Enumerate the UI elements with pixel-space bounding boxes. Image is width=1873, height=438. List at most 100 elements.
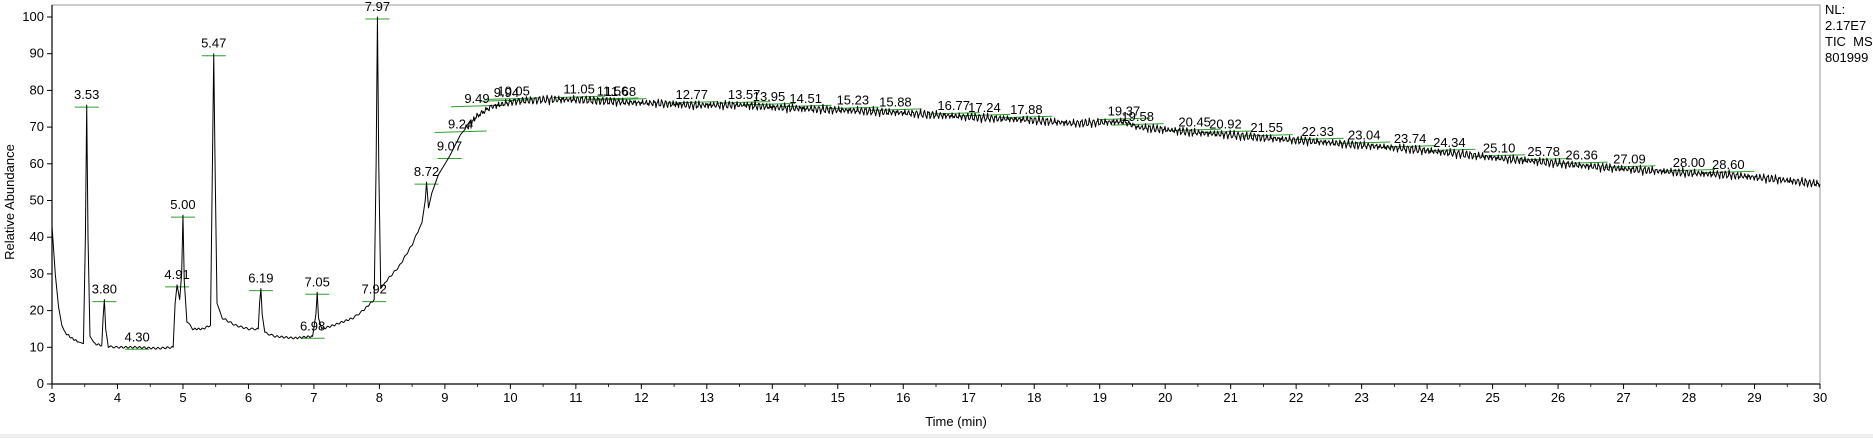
peak-label: 16.77: [937, 98, 970, 113]
peak-label: 11.68: [605, 84, 637, 99]
peak-label: 28.00: [1673, 155, 1706, 170]
peak-label: 5.00: [170, 197, 195, 212]
peak-label: 3.80: [92, 282, 117, 297]
peak-label: 9.24: [448, 116, 473, 131]
peak-label: 10.05: [497, 83, 530, 98]
x-tick-label: 25: [1485, 390, 1499, 405]
x-tick-label: 29: [1747, 390, 1761, 405]
x-tick-label: 27: [1616, 390, 1630, 405]
peak-label: 24.34: [1433, 135, 1466, 150]
x-tick-label: 15: [831, 390, 845, 405]
x-tick-label: 26: [1551, 390, 1565, 405]
peak-label: 17.24: [968, 100, 1001, 115]
x-tick-label: 18: [1027, 390, 1041, 405]
peak-label: 19.58: [1121, 109, 1154, 124]
peak-label: 11.05: [563, 82, 595, 97]
peak-label: 22.33: [1301, 124, 1334, 139]
x-tick-label: 10: [503, 390, 517, 405]
x-tick-label: 4: [114, 390, 121, 405]
peak-baseline: [1603, 165, 1656, 168]
peak-label: 15.23: [837, 93, 870, 108]
x-tick-label: 21: [1223, 390, 1237, 405]
bottom-strip: [0, 434, 1873, 438]
peak-label: 4.30: [124, 329, 149, 344]
peak-labels: 3.53 3.80 4.30 4.91 5.00 5.47 6.19 6.98 7.05 7.92…: [74, 0, 1745, 344]
y-tick-label: 70: [30, 119, 44, 134]
x-tick-label: 5: [179, 390, 186, 405]
peak-label: 15.88: [879, 94, 912, 109]
peak-label: 9.94: [494, 85, 519, 100]
x-tick-label: 13: [700, 390, 714, 405]
peak-label: 23.74: [1394, 131, 1427, 146]
peak-baseline: [1111, 123, 1164, 126]
peak-label: 20.92: [1209, 116, 1242, 131]
y-tick-label: 40: [30, 229, 44, 244]
y-tick-label: 10: [30, 339, 44, 354]
y-tick-label: 20: [30, 303, 44, 318]
peak-label: 19.37: [1108, 104, 1141, 119]
x-tick-label: 9: [441, 390, 448, 405]
peak-label: 11.56: [597, 83, 629, 98]
y-axis-title: Relative Abundance: [2, 144, 17, 260]
y-tick-label: 0: [37, 376, 44, 391]
peak-label: 6.98: [300, 318, 325, 333]
x-tick-label: 11: [569, 390, 583, 405]
peak-label: 13.57: [728, 87, 761, 102]
x-tick-label: 24: [1420, 390, 1434, 405]
peak-label: 6.19: [248, 271, 273, 286]
peak-label: 14.51: [789, 91, 822, 106]
peak-label: 5.47: [201, 36, 226, 51]
peak-label: 13.95: [753, 89, 786, 104]
x-tick-label: 7: [310, 390, 317, 405]
x-tick-label: 23: [1354, 390, 1368, 405]
x-tick-label: 20: [1158, 390, 1172, 405]
x-tick-label: 16: [896, 390, 910, 405]
peak-label: 7.97: [365, 0, 390, 14]
y-tick-label: 50: [30, 193, 44, 208]
peak-label: 26.36: [1565, 148, 1598, 163]
peak-label: 25.10: [1483, 140, 1516, 155]
info-nl-label: NL:: [1825, 2, 1845, 17]
info-nl-value: 2.17E7: [1825, 18, 1866, 33]
peak-label: 27.09: [1613, 151, 1646, 166]
x-tick-label: 19: [1092, 390, 1106, 405]
peak-label: 17.88: [1010, 102, 1043, 117]
y-tick-label: 90: [30, 46, 44, 61]
peak-label: 21.55: [1250, 120, 1283, 135]
peak-label: 12.77: [675, 87, 708, 102]
tic-trace: [51, 16, 1821, 350]
peak-label: 8.72: [414, 164, 439, 179]
peak-label: 4.91: [164, 267, 189, 282]
x-tick-label: 17: [962, 390, 976, 405]
trace-info: NL: 2.17E7 TIC MS 801999: [1825, 2, 1873, 65]
y-tick-label: 60: [30, 156, 44, 171]
x-tick-label: 6: [245, 390, 252, 405]
peak-label: 23.04: [1348, 127, 1381, 142]
info-filter: TIC MS: [1825, 34, 1873, 49]
x-tick-label: 22: [1289, 390, 1303, 405]
info-sample: 801999: [1825, 50, 1868, 65]
peak-label: 9.49: [464, 91, 489, 106]
peak-label: 20.45: [1178, 115, 1211, 130]
peak-label: 7.92: [362, 282, 387, 297]
y-tick-label: 30: [30, 266, 44, 281]
x-axis-title: Time (min): [925, 414, 987, 429]
peak-baseline: [1000, 115, 1053, 119]
peak-baseline: [434, 130, 487, 133]
peak-baseline: [1199, 130, 1252, 133]
x-tick-label: 14: [765, 390, 779, 405]
x-tick-label: 28: [1682, 390, 1696, 405]
peak-label: 25.78: [1527, 144, 1560, 159]
peak-label: 3.53: [74, 87, 99, 102]
axes: 0 10 20 30 40 50 60 70 80 90 100 3 4 5 6 7 8 9 10 11 12 13 14 1…: [22, 4, 1827, 405]
peak-label: 9.07: [437, 138, 462, 153]
y-tick-label: 80: [30, 82, 44, 97]
trace-layer: [51, 16, 1821, 350]
x-tick-label: 30: [1813, 390, 1827, 405]
peak-label: 28.60: [1712, 157, 1745, 172]
x-tick-label: 12: [634, 390, 648, 405]
x-tick-label: 3: [48, 390, 55, 405]
peak-label: 7.05: [305, 274, 330, 289]
